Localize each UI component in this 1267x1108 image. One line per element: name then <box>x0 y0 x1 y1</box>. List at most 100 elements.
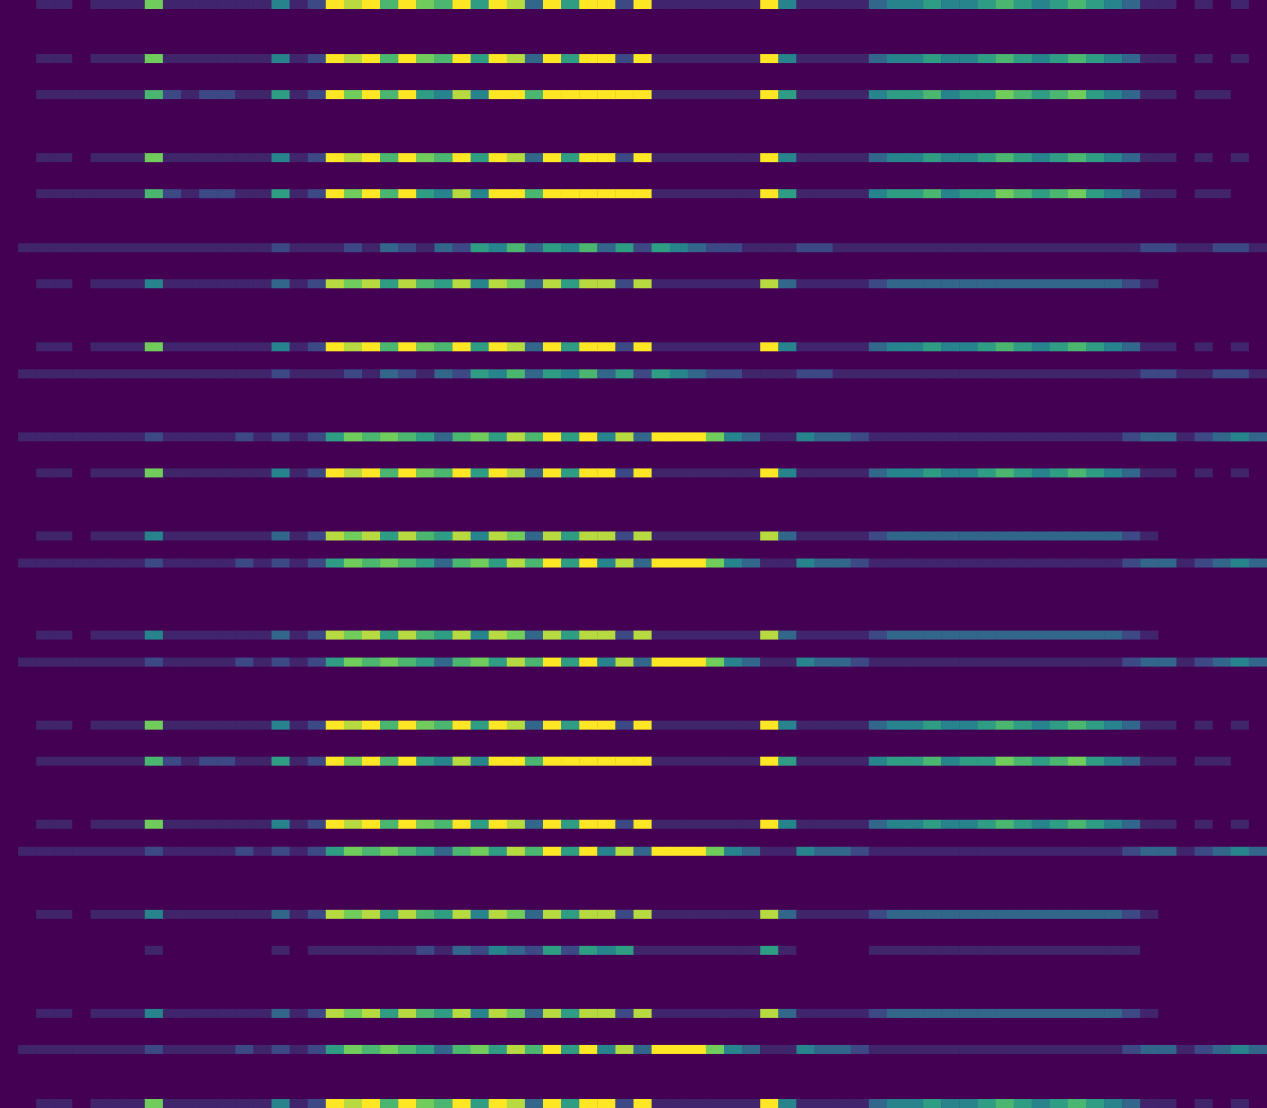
cell <box>959 910 978 919</box>
cell <box>1158 369 1177 378</box>
cell <box>652 910 671 919</box>
cell <box>326 432 345 441</box>
cell <box>796 369 815 378</box>
cell <box>235 820 254 829</box>
cell <box>1158 631 1177 640</box>
cell <box>308 658 327 667</box>
cell <box>941 847 960 856</box>
cell <box>272 946 291 955</box>
cell <box>471 54 490 63</box>
cell <box>615 54 634 63</box>
cell <box>235 757 254 766</box>
cell <box>18 468 36 477</box>
cell <box>977 54 996 63</box>
cell <box>1195 910 1214 919</box>
cell <box>1140 1009 1159 1018</box>
cell <box>471 243 490 252</box>
cell <box>724 658 743 667</box>
cell <box>1122 721 1141 730</box>
cell <box>742 946 761 955</box>
cell <box>18 559 36 568</box>
cell <box>796 468 815 477</box>
cell <box>543 721 562 730</box>
cell <box>217 559 236 568</box>
cell <box>1177 468 1196 477</box>
cell <box>615 243 634 252</box>
cell <box>905 243 924 252</box>
cell <box>1177 1045 1196 1054</box>
cell <box>525 910 544 919</box>
cell <box>670 342 689 351</box>
cell <box>851 910 870 919</box>
cell <box>380 757 399 766</box>
cell <box>18 243 36 252</box>
cell <box>923 820 942 829</box>
cell <box>652 1009 671 1018</box>
cell <box>290 1099 309 1108</box>
cell <box>434 189 453 198</box>
cell <box>543 658 562 667</box>
cell <box>1249 243 1267 252</box>
cell <box>688 0 707 9</box>
cell <box>615 0 634 9</box>
cell <box>579 1045 598 1054</box>
cell <box>217 153 236 162</box>
cell <box>760 820 779 829</box>
cell <box>362 153 381 162</box>
cell <box>1140 847 1159 856</box>
cell <box>199 369 218 378</box>
cell <box>434 631 453 640</box>
cell <box>453 189 472 198</box>
cell <box>941 432 960 441</box>
cell <box>543 432 562 441</box>
cell <box>1032 820 1051 829</box>
cell <box>996 153 1015 162</box>
cell <box>109 1009 128 1018</box>
cell <box>181 432 200 441</box>
cell <box>634 910 653 919</box>
cell <box>362 1099 381 1108</box>
cell <box>1050 243 1069 252</box>
cell <box>796 54 815 63</box>
cell <box>235 1009 254 1018</box>
cell <box>634 1099 653 1108</box>
cell <box>344 54 363 63</box>
cell <box>1249 0 1267 9</box>
cell <box>977 279 996 288</box>
cell <box>688 1045 707 1054</box>
cell <box>525 820 544 829</box>
cell <box>344 90 363 99</box>
cell <box>344 531 363 540</box>
cell <box>163 153 182 162</box>
cell <box>326 369 345 378</box>
cell <box>1104 1009 1123 1018</box>
cell <box>1158 90 1177 99</box>
cell <box>615 910 634 919</box>
cell <box>1050 90 1069 99</box>
cell <box>54 721 73 730</box>
cell <box>688 910 707 919</box>
cell <box>199 54 218 63</box>
cell <box>145 1099 164 1108</box>
cell <box>54 1045 73 1054</box>
cell <box>1068 342 1087 351</box>
cell <box>959 468 978 477</box>
cell <box>362 631 381 640</box>
cell <box>1068 721 1087 730</box>
cell <box>489 1009 508 1018</box>
cell <box>434 847 453 856</box>
cell <box>959 279 978 288</box>
cell <box>290 531 309 540</box>
cell <box>1086 243 1105 252</box>
cell <box>308 820 327 829</box>
cell <box>905 847 924 856</box>
cell <box>253 279 272 288</box>
cell <box>453 1009 472 1018</box>
cell <box>706 721 725 730</box>
cell <box>507 189 526 198</box>
cell <box>778 189 797 198</box>
cell <box>1086 342 1105 351</box>
cell <box>91 342 110 351</box>
cell <box>634 342 653 351</box>
cell <box>670 559 689 568</box>
